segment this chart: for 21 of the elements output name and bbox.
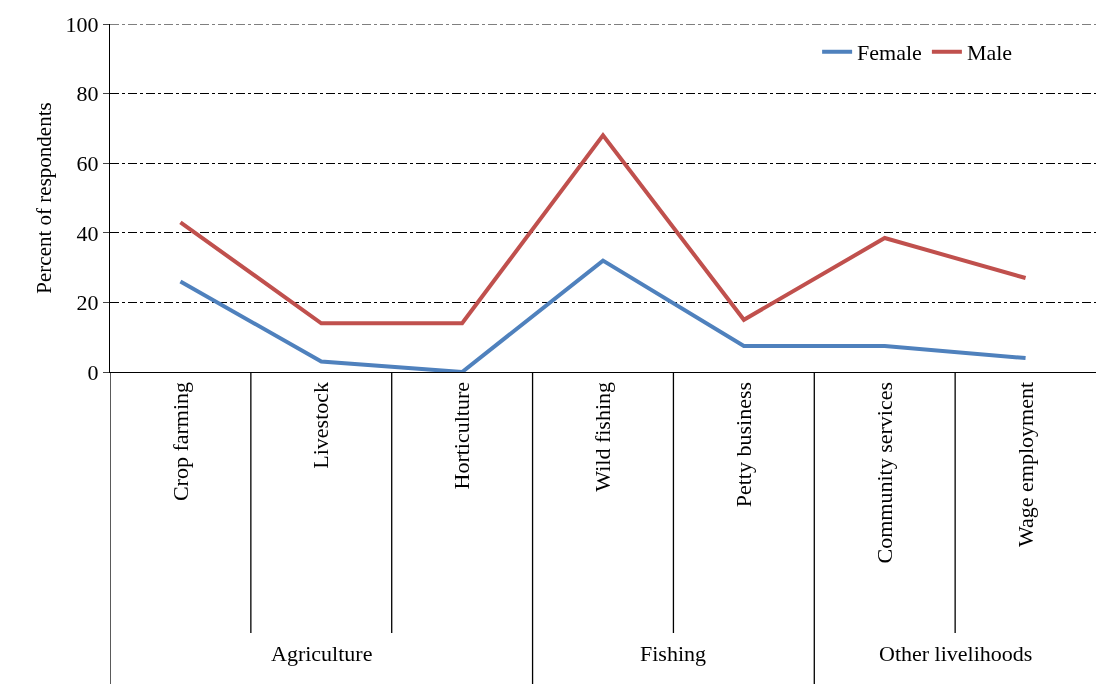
y-tick-label: 100: [65, 11, 99, 37]
x-tick-label: Horticulture: [449, 381, 475, 490]
x-tick-label: Livestock: [308, 381, 334, 469]
legend-label: Female: [857, 40, 922, 66]
x-tick-label: Crop farming: [167, 381, 193, 502]
x-tick-label: Wild fishing: [590, 381, 616, 492]
text: Other livelihoods: [879, 641, 1033, 666]
y-tick-label: 0: [87, 359, 99, 385]
y-tick-label: 80: [76, 81, 99, 107]
line-series: [178, 133, 1028, 326]
y-axis-title: Percent of respondents: [31, 102, 56, 294]
line-series: [178, 258, 1028, 372]
text: Fishing: [640, 641, 707, 666]
x-tick-label: Wage employment: [1012, 381, 1038, 547]
y-tick-label: 60: [76, 150, 99, 176]
x-tick-label: Petty business: [731, 381, 757, 508]
text: Agriculture: [271, 641, 373, 666]
y-tick-label: 40: [76, 220, 99, 246]
x-tick-label: Community services: [871, 381, 897, 564]
legend-label: Male: [966, 40, 1013, 66]
y-tick-label: 20: [76, 290, 99, 316]
